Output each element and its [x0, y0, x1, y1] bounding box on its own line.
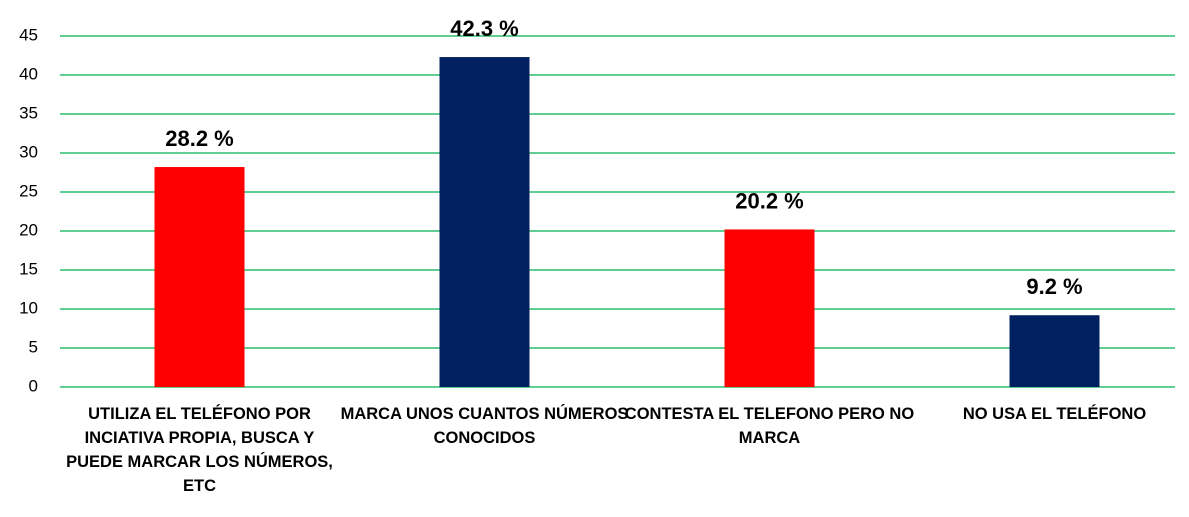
y-tick-label: 35	[19, 103, 38, 122]
y-tick-label: 25	[19, 181, 38, 200]
value-label: 9.2 %	[1026, 274, 1082, 299]
y-tick-label: 40	[19, 64, 38, 83]
y-tick-label: 10	[19, 298, 38, 317]
bar	[1009, 315, 1100, 387]
x-tick-label: UTILIZA EL TELÉFONO POR INCIATIVA PROPIA…	[66, 405, 333, 495]
y-tick-label: 15	[19, 259, 38, 278]
value-label: 28.2 %	[165, 126, 234, 151]
bar	[154, 167, 245, 387]
y-tick-label: 5	[29, 337, 38, 356]
y-tick-label: 20	[19, 220, 38, 239]
x-tick-label: CONTESTA EL TELEFONO PERO NO MARCA	[624, 405, 915, 447]
y-tick-label: 0	[29, 376, 38, 395]
bar	[439, 57, 530, 388]
x-tick-label-box: MARCA UNOS CUANTOS NÚMEROS CONOCIDOS	[340, 405, 629, 447]
y-tick-label: 30	[19, 142, 38, 161]
x-tick-label: NO USA EL TELÉFONO	[962, 405, 1147, 423]
bar	[724, 229, 815, 387]
y-tick-label: 45	[19, 25, 38, 44]
x-tick-label-box: CONTESTA EL TELEFONO PERO NO MARCA	[624, 405, 915, 447]
x-tick-label-box: UTILIZA EL TELÉFONO POR INCIATIVA PROPIA…	[66, 405, 333, 495]
x-tick-label: MARCA UNOS CUANTOS NÚMEROS CONOCIDOS	[340, 405, 629, 447]
x-tick-label-box: NO USA EL TELÉFONO	[962, 405, 1147, 423]
value-label: 42.3 %	[450, 16, 519, 41]
value-label: 20.2 %	[735, 188, 804, 213]
